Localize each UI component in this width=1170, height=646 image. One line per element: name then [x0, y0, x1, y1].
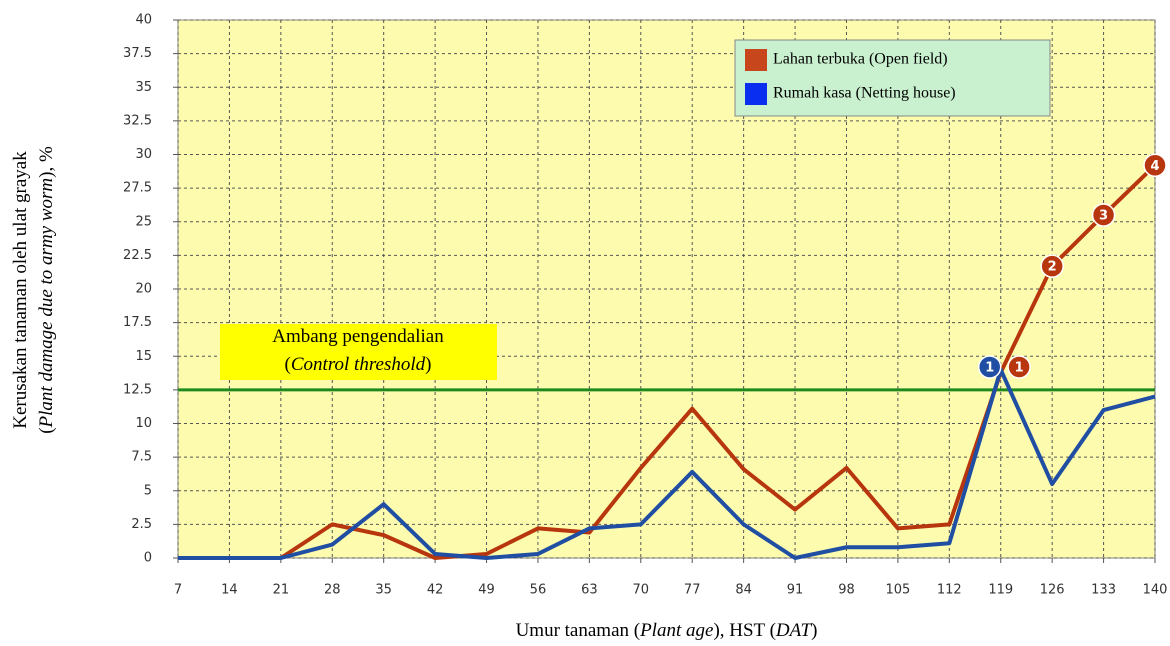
- y-tick-label: 30: [135, 147, 152, 162]
- marker: [977, 355, 1002, 379]
- text-part: DAT: [775, 620, 813, 641]
- y-tick-label: 22.5: [123, 248, 152, 263]
- x-tick-label: 77: [684, 583, 701, 598]
- text-part: Control threshold: [291, 354, 426, 375]
- legend-swatch: [745, 83, 767, 105]
- threshold-label-box: [220, 324, 497, 380]
- marker-label: 4: [1150, 159, 1159, 174]
- x-tick-label: 21: [273, 583, 290, 598]
- marker: [1091, 203, 1116, 227]
- text-part: ): [425, 354, 431, 375]
- threshold-label: Ambang pengendalian: [272, 326, 444, 347]
- y-tick-label: 0: [144, 551, 152, 566]
- y-tick-label: 5: [144, 483, 152, 498]
- x-tick-label: 140: [1143, 583, 1168, 598]
- x-tick-label: 112: [937, 583, 962, 598]
- x-tick-label: 49: [478, 583, 495, 598]
- y-tick-label: 17.5: [123, 315, 152, 330]
- x-tick-label: 42: [427, 583, 444, 598]
- x-tick-label: 7: [174, 583, 182, 598]
- y-tick-label: 2.5: [131, 517, 152, 532]
- y-tick-label: 20: [135, 282, 152, 297]
- x-tick-label: 84: [735, 583, 752, 598]
- text-part: Plant age: [639, 620, 713, 641]
- marker-label: 1: [985, 361, 994, 376]
- marker: [1007, 355, 1031, 379]
- x-tick-label: 63: [581, 583, 598, 598]
- x-axis-label: Umur tanaman (Plant age), HST (DAT): [516, 620, 818, 641]
- legend-label: Rumah kasa (Netting house): [773, 85, 956, 102]
- marker-label: 1: [1015, 361, 1024, 376]
- y-tick-label: 15: [135, 349, 152, 364]
- marker-label: 2: [1048, 260, 1057, 275]
- legend-swatch: [745, 49, 767, 71]
- text-part: Plant damage due to army worm: [36, 178, 57, 429]
- x-tick-label: 70: [633, 583, 650, 598]
- x-tick-label: 105: [885, 583, 910, 598]
- y-tick-label: 12.5: [123, 382, 152, 397]
- y-tick-label: 37.5: [123, 46, 152, 61]
- x-tick-label: 14: [221, 583, 238, 598]
- x-tick-label: 91: [787, 583, 804, 598]
- x-tick-label: 28: [324, 583, 341, 598]
- y-tick-label: 35: [135, 80, 152, 95]
- y-tick-label: 7.5: [131, 450, 152, 465]
- x-tick-label: 35: [375, 583, 392, 598]
- y-axis-label: Kerusakan tanaman oleh ulat grayak: [10, 151, 31, 429]
- text-part: ), %: [36, 146, 57, 178]
- marker: [1040, 254, 1064, 278]
- text-part: ), HST (: [713, 620, 775, 641]
- y-axis-label: (Plant damage due to army worm), %: [36, 146, 57, 434]
- text-part: ): [811, 620, 817, 641]
- x-tick-label: 126: [1040, 583, 1065, 598]
- text-part: (: [285, 354, 291, 375]
- x-tick-label: 98: [838, 583, 855, 598]
- legend-box: [734, 39, 1051, 117]
- y-tick-label: 27.5: [123, 181, 152, 196]
- marker-label: 3: [1099, 209, 1108, 224]
- y-tick-label: 40: [135, 13, 152, 28]
- text-part: Ambang pengendalian: [272, 326, 444, 347]
- x-tick-label: 133: [1091, 583, 1116, 598]
- y-tick-label: 25: [135, 214, 152, 229]
- text-part: (: [36, 427, 57, 433]
- threshold-label: (Control threshold): [285, 354, 432, 375]
- text-part: Umur tanaman (: [516, 620, 641, 641]
- y-tick-label: 32.5: [123, 113, 152, 128]
- series-line: [178, 367, 1156, 560]
- marker: [1143, 153, 1167, 178]
- text-part: Kerusakan tanaman oleh ulat grayak: [10, 151, 31, 429]
- y-tick-label: 10: [135, 416, 152, 431]
- legend-label: Lahan terbuka (Open field): [773, 51, 948, 68]
- x-tick-label: 119: [988, 583, 1013, 598]
- x-tick-label: 56: [530, 583, 547, 598]
